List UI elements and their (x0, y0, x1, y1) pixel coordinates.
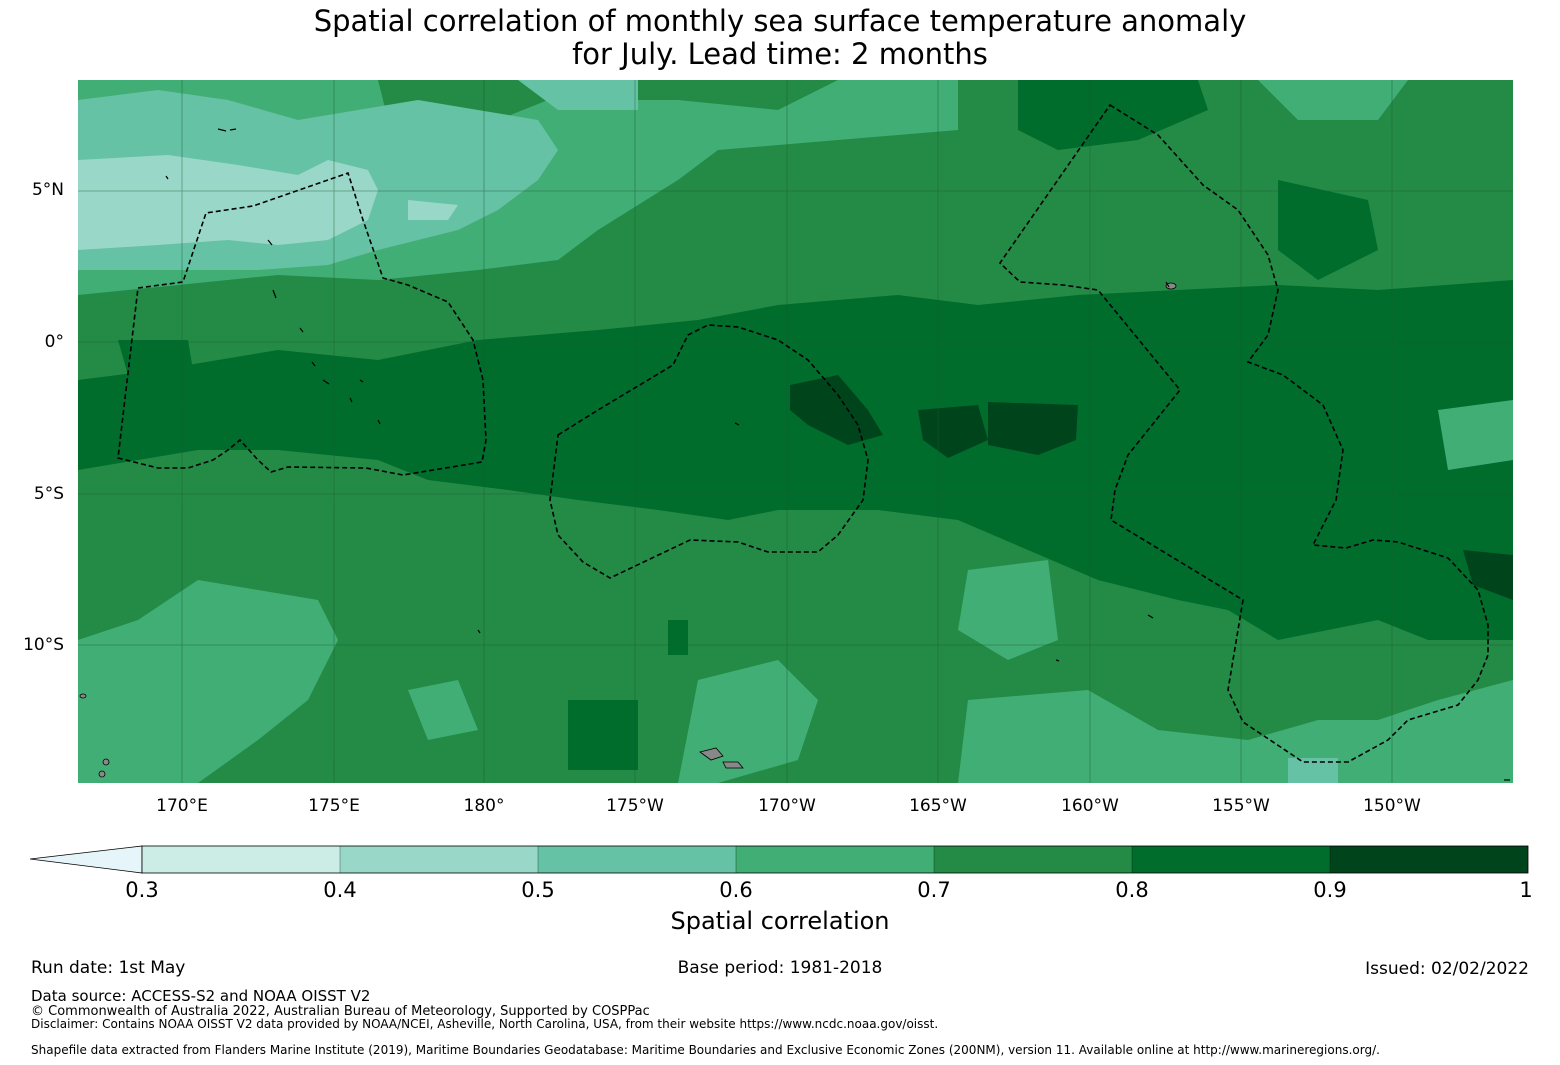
eez-boundary-east (998, 103, 1489, 763)
eez-boundaries (117, 103, 1489, 763)
colorbar-label: Spatial correlation (670, 907, 890, 935)
colorbar-bin-0.4-0.5 (340, 846, 538, 873)
atolls (165, 128, 1510, 781)
map-title-line2: for July. Lead time: 2 months (572, 37, 988, 71)
lat-label-5n: 5°N (31, 180, 64, 200)
colorbar-bin-0.6-0.7 (736, 846, 934, 873)
lon-label-150w: 150°W (1363, 796, 1421, 816)
disclaimer: Disclaimer: Contains NOAA OISST V2 data … (31, 1017, 939, 1031)
lat-label-5s: 5°S (33, 484, 64, 504)
islands (79, 282, 1177, 778)
data-source: Data source: ACCESS-S2 and NOAA OISST V2 (31, 987, 371, 1005)
eez-boundary-west (117, 171, 487, 476)
colorbar (30, 845, 1529, 874)
colorbar-tick-0.8: 0.8 (1115, 878, 1149, 902)
lat-label-0: 0° (44, 332, 64, 352)
colorbar-bin-0.8-0.9 (1132, 846, 1330, 873)
field-0.4-0.5 (78, 155, 458, 250)
samoa-island (699, 747, 724, 761)
lon-label-155w: 155°W (1212, 796, 1270, 816)
colorbar-under-extend (30, 845, 143, 874)
colorbar-bin-0.5-0.6 (538, 846, 736, 873)
lon-label-180: 180° (463, 796, 505, 816)
eez-boundary-central (549, 324, 869, 579)
lon-label-175w: 175°W (606, 796, 664, 816)
correlation-map (78, 80, 1513, 783)
colorbar-tick-0.6: 0.6 (719, 878, 753, 902)
lon-label-170e: 170°E (156, 796, 208, 816)
colorbar-tick-0.5: 0.5 (521, 878, 555, 902)
colorbar-bin-0.7-0.8 (934, 846, 1132, 873)
colorbar-bin-0.9-1.0 (1330, 846, 1528, 873)
colorbar-tick-0.4: 0.4 (323, 878, 357, 902)
field-0.9-1.0 (790, 375, 1513, 600)
lon-label-170w: 170°W (758, 796, 816, 816)
lat-label-10s: 10°S (23, 635, 64, 655)
lon-label-175e: 175°E (308, 796, 360, 816)
map-title-line1: Spatial correlation of monthly sea surfa… (313, 4, 1247, 38)
copyright: © Commonwealth of Australia 2022, Austra… (31, 1004, 650, 1019)
graticule (78, 80, 1513, 783)
base-period: Base period: 1981-2018 (677, 958, 883, 978)
colorbar-bin-0.3-0.4 (142, 846, 340, 873)
samoa-island-east (722, 761, 744, 769)
colorbar-tick-1: 1 (1519, 878, 1533, 902)
map-canvas (78, 80, 1513, 783)
lon-label-165w: 165°W (909, 796, 967, 816)
colorbar-tick-0.9: 0.9 (1313, 878, 1347, 902)
lon-label-160w: 160°W (1061, 796, 1119, 816)
run-date: Run date: 1st May (31, 958, 186, 978)
issued-date: Issued: 02/02/2022 (1365, 959, 1529, 979)
shapefile-credit: Shapefile data extracted from Flanders M… (31, 1043, 1380, 1057)
colorbar-tick-0.3: 0.3 (125, 878, 159, 902)
colorbar-tick-0.7: 0.7 (917, 878, 951, 902)
